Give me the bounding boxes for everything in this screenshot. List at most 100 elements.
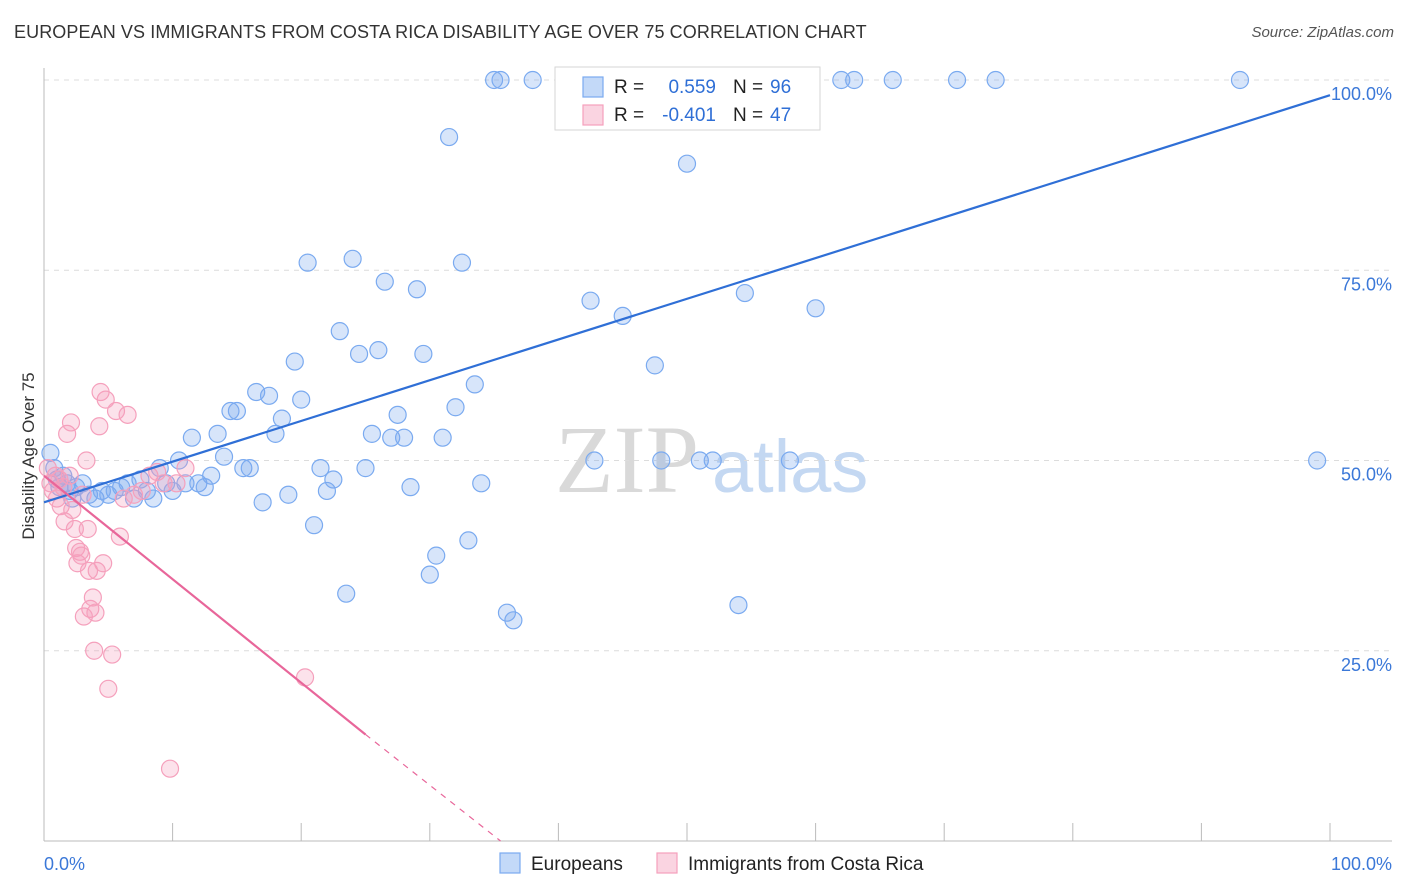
europeans-legend-label: Europeans <box>531 854 623 875</box>
europeans-point <box>227 401 246 421</box>
europeans-point <box>298 253 317 272</box>
y-tick-label: 75.0% <box>1341 274 1392 294</box>
costa-rica-point <box>118 405 137 424</box>
europeans-point <box>497 603 517 622</box>
costa-rica-point <box>58 424 77 443</box>
europeans-point <box>645 356 664 375</box>
europeans-point <box>292 390 311 409</box>
costa-rica-point <box>94 554 113 573</box>
costa-rica-point <box>63 500 82 520</box>
europeans-point <box>259 386 279 405</box>
europeans-point <box>986 70 1005 90</box>
europeans-point <box>208 424 227 443</box>
europeans-point <box>832 70 851 90</box>
costa-rica-legend-swatch <box>656 852 678 874</box>
europeans-point <box>356 459 375 478</box>
europeans-point <box>690 451 709 470</box>
costa-rica-point <box>85 641 104 660</box>
costa-rica-trend-extension <box>365 733 501 842</box>
n-label: N = <box>733 77 763 98</box>
chart-title: EUROPEAN VS IMMIGRANTS FROM COSTA RICA D… <box>14 22 867 42</box>
europeans-legend-swatch <box>499 852 521 874</box>
costa-rica-point <box>74 607 93 626</box>
europeans-point <box>394 428 414 447</box>
europeans-point <box>401 478 420 497</box>
europeans-point <box>465 375 484 394</box>
costa-rica-point <box>61 413 81 432</box>
costa-rica-point <box>38 459 57 478</box>
europeans-point <box>581 291 600 310</box>
r-value: -0.401 <box>662 105 716 126</box>
europeans-points <box>41 70 1327 630</box>
costa-rica-point <box>83 588 102 607</box>
r-value: 0.559 <box>668 77 716 98</box>
axes <box>43 68 1392 842</box>
stats-legend: R = 0.559 N = 96 R = -0.401 N = 47 <box>554 66 821 131</box>
europeans-point <box>652 451 671 470</box>
source-credit: Source: ZipAtlas.com <box>1251 24 1394 41</box>
costa-rica-swatch <box>582 104 604 126</box>
europeans-point <box>452 253 472 272</box>
costa-rica-point <box>106 401 126 421</box>
watermark-zip: ZIP <box>555 406 699 513</box>
costa-rica-point <box>99 679 118 698</box>
europeans-point <box>585 451 604 470</box>
europeans-point <box>234 459 253 478</box>
europeans-point <box>311 459 330 478</box>
europeans-point <box>677 154 697 173</box>
costa-rica-point <box>132 481 151 501</box>
europeans-point <box>485 70 504 90</box>
europeans-swatch <box>582 76 604 98</box>
costa-rica-legend-label: Immigrants from Costa Rica <box>688 854 924 875</box>
europeans-point <box>472 474 491 493</box>
europeans-point <box>337 584 356 603</box>
costa-rica-point <box>295 668 315 687</box>
r-label: R = <box>614 77 644 98</box>
watermark-atlas: atlas <box>712 425 868 508</box>
europeans-point <box>214 447 234 466</box>
europeans-point <box>845 70 864 90</box>
costa-rica-point <box>154 474 173 493</box>
costa-rica-point <box>103 645 122 664</box>
y-tick-label: 50.0% <box>1341 465 1392 485</box>
europeans-point <box>433 428 452 447</box>
europeans-point <box>240 459 259 478</box>
y-axis-title: Disability Age Over 75 <box>19 372 38 539</box>
costa-rica-point <box>176 459 195 478</box>
europeans-point <box>388 405 407 424</box>
europeans-point <box>349 344 369 364</box>
europeans-point <box>407 280 427 299</box>
europeans-point <box>491 70 510 90</box>
europeans-point <box>382 428 401 447</box>
europeans-point <box>504 611 523 630</box>
europeans-point <box>459 531 478 550</box>
europeans-point <box>195 478 214 497</box>
europeans-point <box>523 70 542 90</box>
europeans-point <box>735 283 754 303</box>
europeans-point <box>285 352 304 371</box>
europeans-point <box>375 272 394 291</box>
europeans-point <box>729 595 748 615</box>
x-tick-label: 100.0% <box>1331 854 1392 874</box>
europeans-point <box>427 546 446 565</box>
europeans-point <box>317 481 337 501</box>
costa-rica-points <box>38 382 315 778</box>
trend-lines <box>43 94 1331 842</box>
europeans-point <box>806 299 825 318</box>
europeans-point <box>279 485 298 504</box>
n-value: 47 <box>770 105 791 126</box>
europeans-point <box>446 398 465 417</box>
europeans-point <box>947 70 967 90</box>
europeans-point <box>780 451 799 470</box>
x-tick-label: 0.0% <box>44 854 85 874</box>
europeans-point <box>343 249 362 268</box>
costa-rica-trend-line <box>43 474 367 736</box>
tick-labels: 25.0% 50.0% 75.0% 100.0% 0.0% 100.0% Disabilit… <box>19 84 1392 874</box>
costa-rica-point <box>96 390 115 409</box>
europeans-point <box>304 516 324 535</box>
europeans-point <box>369 341 388 360</box>
costa-rica-point <box>79 561 99 580</box>
europeans-point <box>703 451 722 470</box>
europeans-point <box>414 344 433 364</box>
costa-rica-point <box>86 603 105 622</box>
